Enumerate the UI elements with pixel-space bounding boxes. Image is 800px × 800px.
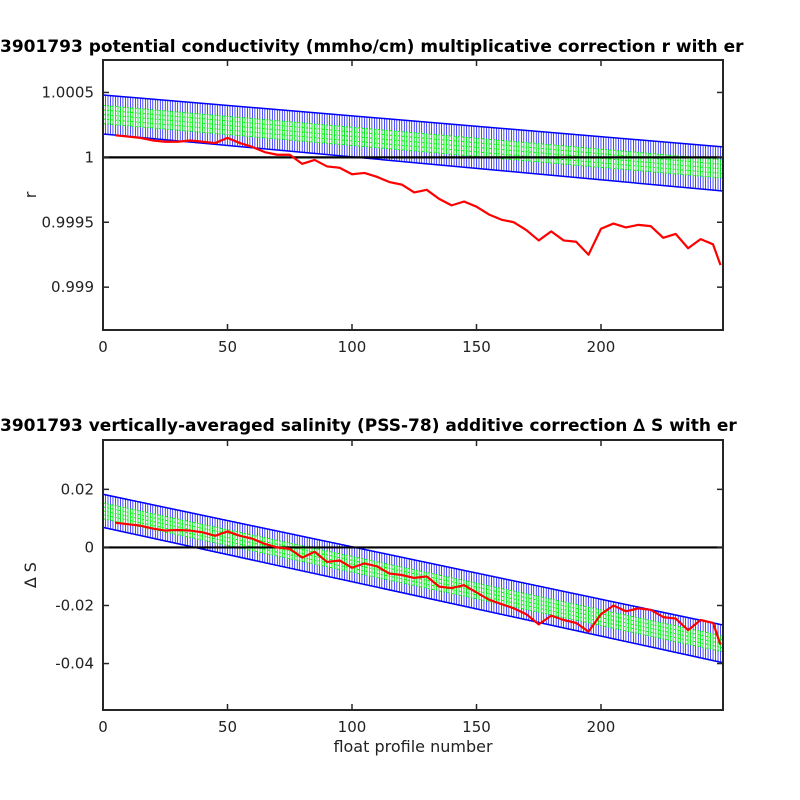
chart-title: 3901793 potential conductivity (mmho/cm)… [0, 37, 744, 57]
x-tick-label: 50 [218, 718, 237, 736]
envelope-upper [102, 493, 724, 626]
x-tick-label: 0 [98, 718, 108, 736]
fit-line [102, 118, 724, 175]
x-tick-label: 150 [462, 718, 491, 736]
fit-line [102, 518, 724, 653]
x-tick-label: 100 [338, 718, 367, 736]
fit-line [102, 123, 724, 179]
y-tick-label: 0 [84, 538, 94, 556]
fit-line [102, 104, 724, 161]
y-axis-label: ∆ S [21, 562, 40, 589]
y-tick-label: 0.9995 [42, 213, 95, 231]
fit-line [102, 506, 724, 641]
y-axis-label: r [21, 191, 40, 198]
y-tick-label: 0.02 [61, 480, 94, 498]
envelope-lower [102, 526, 724, 664]
x-tick-label: 200 [587, 338, 616, 356]
envelope-upper [102, 94, 724, 148]
panel-conductivity: 3901793 potential conductivity (mmho/cm)… [0, 37, 744, 356]
axis-ticks: 0 50 100 150 200 0.999 0.9995 1 1.0005 [42, 60, 723, 356]
data-line [115, 521, 722, 646]
y-tick-label: 0.999 [51, 278, 94, 296]
x-tick-label: 100 [338, 338, 367, 356]
y-tick-label: 1.0005 [42, 83, 95, 101]
chart-title: 3901793 vertically-averaged salinity (PS… [0, 416, 737, 436]
fit-line [102, 502, 724, 637]
fit-line [102, 514, 724, 649]
panel-salinity: 3901793 vertically-averaged salinity (PS… [0, 416, 737, 756]
x-tick-label: 0 [98, 338, 108, 356]
data-series [115, 521, 722, 646]
x-tick-label: 150 [462, 338, 491, 356]
y-tick-label: 1 [84, 148, 94, 166]
x-axis-label: float profile number [333, 737, 493, 756]
axes-frame [102, 439, 724, 711]
y-tick-label: -0.02 [55, 596, 94, 614]
y-tick-label: -0.04 [55, 655, 94, 673]
axis-ticks: 0 50 100 150 200 -0.04 -0.02 0 0.02 [55, 440, 723, 736]
data-series [115, 134, 722, 266]
axes-frame [102, 59, 724, 331]
envelope-lower [102, 133, 724, 192]
error-envelope [102, 94, 724, 192]
x-tick-label: 200 [587, 718, 616, 736]
x-tick-label: 50 [218, 338, 237, 356]
data-line [115, 134, 722, 266]
